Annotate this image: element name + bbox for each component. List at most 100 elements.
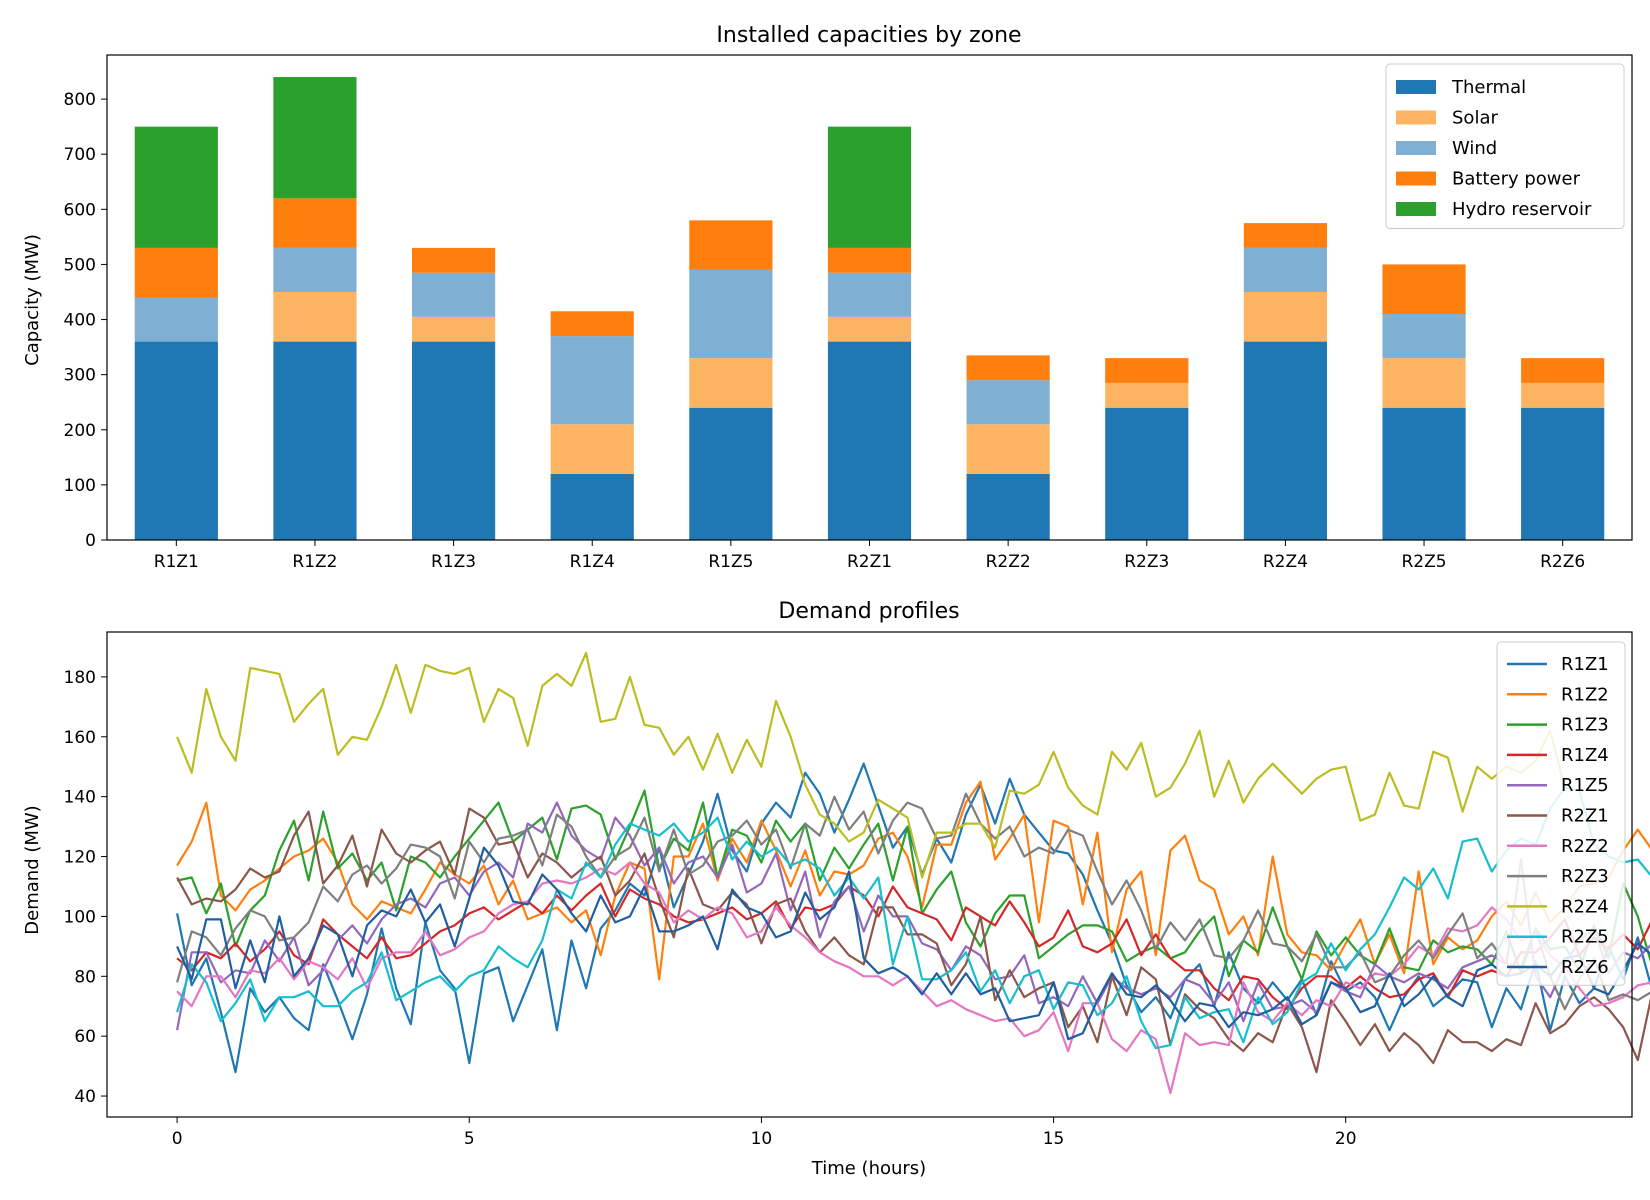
x-tick-label: 20: [1335, 1129, 1357, 1149]
y-tick-label: 300: [64, 366, 96, 386]
y-tick-label: 80: [74, 967, 96, 987]
bar-wind-r1z1: [134, 297, 218, 342]
capacity-bar-chart: Installed capacities by zone Capacity (M…: [22, 23, 1633, 572]
series-line-r2z3: [176, 792, 1650, 1011]
bar-thermal-r2z5: [1382, 407, 1466, 540]
bar-thermal-r1z1: [134, 341, 218, 540]
legend-label: R2Z1: [1561, 806, 1609, 827]
y-tick-label: 600: [64, 200, 96, 220]
bar-thermal-r2z6: [1521, 407, 1605, 540]
y-tick-label: 800: [64, 90, 96, 110]
bar-wind-r1z5: [689, 269, 773, 359]
legend-box: [1496, 641, 1626, 986]
x-tick-label: 5: [464, 1129, 475, 1149]
x-tick-label: R2Z6: [1540, 552, 1585, 572]
x-tick-label: R1Z4: [570, 552, 615, 572]
series-line-r2z4: [176, 651, 1566, 879]
bar-battery-power-r1z2: [273, 198, 357, 248]
bar-thermal-r1z2: [273, 341, 357, 540]
chart-title: Demand profiles: [778, 599, 959, 624]
legend-label: Wind: [1452, 138, 1497, 159]
y-tick-label: 40: [74, 1087, 96, 1107]
plot-area: 0 5 10 15 20 40 60 80 100 120 140 160 180: [64, 651, 1650, 1149]
y-tick-label: 60: [74, 1027, 96, 1047]
x-tick-label: R1Z5: [708, 552, 753, 572]
x-tick-label: 15: [1043, 1129, 1065, 1149]
plot-area: R1Z1 R1Z2 R1Z3 R1Z4 R1Z5 R2Z1 R2Z2 R2Z3 R2Z4 R2Z5…: [64, 77, 1605, 572]
demand-line-chart: Demand profiles Demand (MW) Time (hours)…: [22, 599, 1650, 1179]
y-tick-label: 200: [64, 421, 96, 441]
legend-label: R1Z1: [1561, 654, 1609, 675]
legend-label: R1Z5: [1561, 775, 1609, 796]
bar-thermal-r2z2: [966, 473, 1050, 540]
bar-wind-r2z4: [1243, 247, 1327, 292]
legend-label: R1Z2: [1561, 684, 1609, 705]
x-tick-label: R2Z1: [847, 552, 892, 572]
legend-swatch: [1396, 202, 1436, 216]
legend-box: [1385, 63, 1625, 229]
legend-label: R2Z4: [1561, 896, 1609, 917]
bar-solar-r2z6: [1521, 382, 1605, 408]
bar-battery-power-r1z1: [134, 247, 218, 298]
bar-thermal-r2z1: [827, 341, 912, 540]
legend-label: Battery power: [1452, 169, 1581, 190]
bar-thermal-r1z5: [689, 407, 773, 540]
bar-battery-power-r2z1: [827, 247, 912, 273]
bar-wind-r1z4: [550, 336, 634, 425]
bar-solar-r1z2: [273, 291, 357, 342]
legend-swatch: [1396, 80, 1436, 94]
bar-solar-r1z4: [550, 424, 634, 474]
series-line-r1z3: [176, 789, 1650, 981]
bar-solar-r2z5: [1382, 358, 1466, 408]
y-tick-label: 100: [64, 476, 96, 496]
series-line-r2z6: [176, 846, 1650, 1041]
bar-wind-r2z5: [1382, 314, 1466, 359]
series-line-r1z1: [176, 762, 1650, 1074]
bar-battery-power-r1z4: [550, 311, 634, 337]
legend-label: R2Z5: [1561, 927, 1609, 948]
bar-wind-r1z2: [273, 247, 357, 292]
bar-wind-r1z3: [412, 272, 496, 317]
bar-thermal-r1z3: [412, 341, 496, 540]
bar-solar-r2z4: [1243, 291, 1327, 342]
bar-wind-r2z2: [966, 380, 1050, 425]
x-tick-label: R1Z1: [154, 552, 199, 572]
bar-solar-r2z3: [1105, 382, 1189, 408]
x-tick-label: R2Z2: [986, 552, 1031, 572]
y-tick-label: 160: [64, 728, 96, 748]
series-line-r1z2: [176, 780, 1650, 981]
y-tick-label: 500: [64, 255, 96, 275]
x-tick-label: R1Z3: [431, 552, 476, 572]
x-tick-label: R2Z5: [1401, 552, 1446, 572]
x-axis-label: Time (hours): [811, 1158, 926, 1179]
legend-label: Solar: [1452, 108, 1498, 129]
legend: R1Z1 R1Z2 R1Z3 R1Z4 R1Z5 R2Z1 R2Z2 R2Z3 R2Z4 R2Z5…: [1496, 641, 1626, 986]
y-tick-label: 120: [64, 848, 96, 868]
bar-hydro-reservoir-r1z1: [134, 126, 218, 248]
legend: Thermal Solar Wind Battery power Hydro reser…: [1385, 63, 1625, 229]
bar-solar-r1z3: [412, 316, 496, 342]
legend-label: R2Z2: [1561, 836, 1609, 857]
legend-label: R2Z3: [1561, 866, 1609, 887]
legend-label: Hydro reservoir: [1452, 199, 1592, 220]
legend-label: R1Z4: [1561, 745, 1609, 766]
y-tick-label: 100: [64, 907, 96, 927]
bar-battery-power-r2z5: [1382, 264, 1466, 315]
legend-label: R2Z6: [1561, 957, 1609, 978]
bar-battery-power-r1z3: [412, 247, 496, 273]
bar-battery-power-r2z2: [966, 355, 1050, 381]
bar-battery-power-r1z5: [689, 220, 773, 270]
y-tick-label: 0: [85, 531, 96, 551]
bar-battery-power-r2z3: [1105, 358, 1189, 383]
series-line-r2z5: [176, 786, 1650, 1050]
bar-thermal-r2z3: [1105, 407, 1189, 540]
x-tick-label: R2Z3: [1124, 552, 1169, 572]
y-tick-label: 140: [64, 788, 96, 808]
bar-hydro-reservoir-r2z1: [827, 126, 912, 248]
series-line-r2z1: [176, 807, 1650, 1074]
chart-title: Installed capacities by zone: [716, 23, 1021, 48]
x-tick-label: 0: [172, 1129, 183, 1149]
legend-swatch: [1396, 141, 1436, 155]
legend-swatch: [1396, 171, 1436, 186]
bar-solar-r1z5: [689, 358, 773, 408]
